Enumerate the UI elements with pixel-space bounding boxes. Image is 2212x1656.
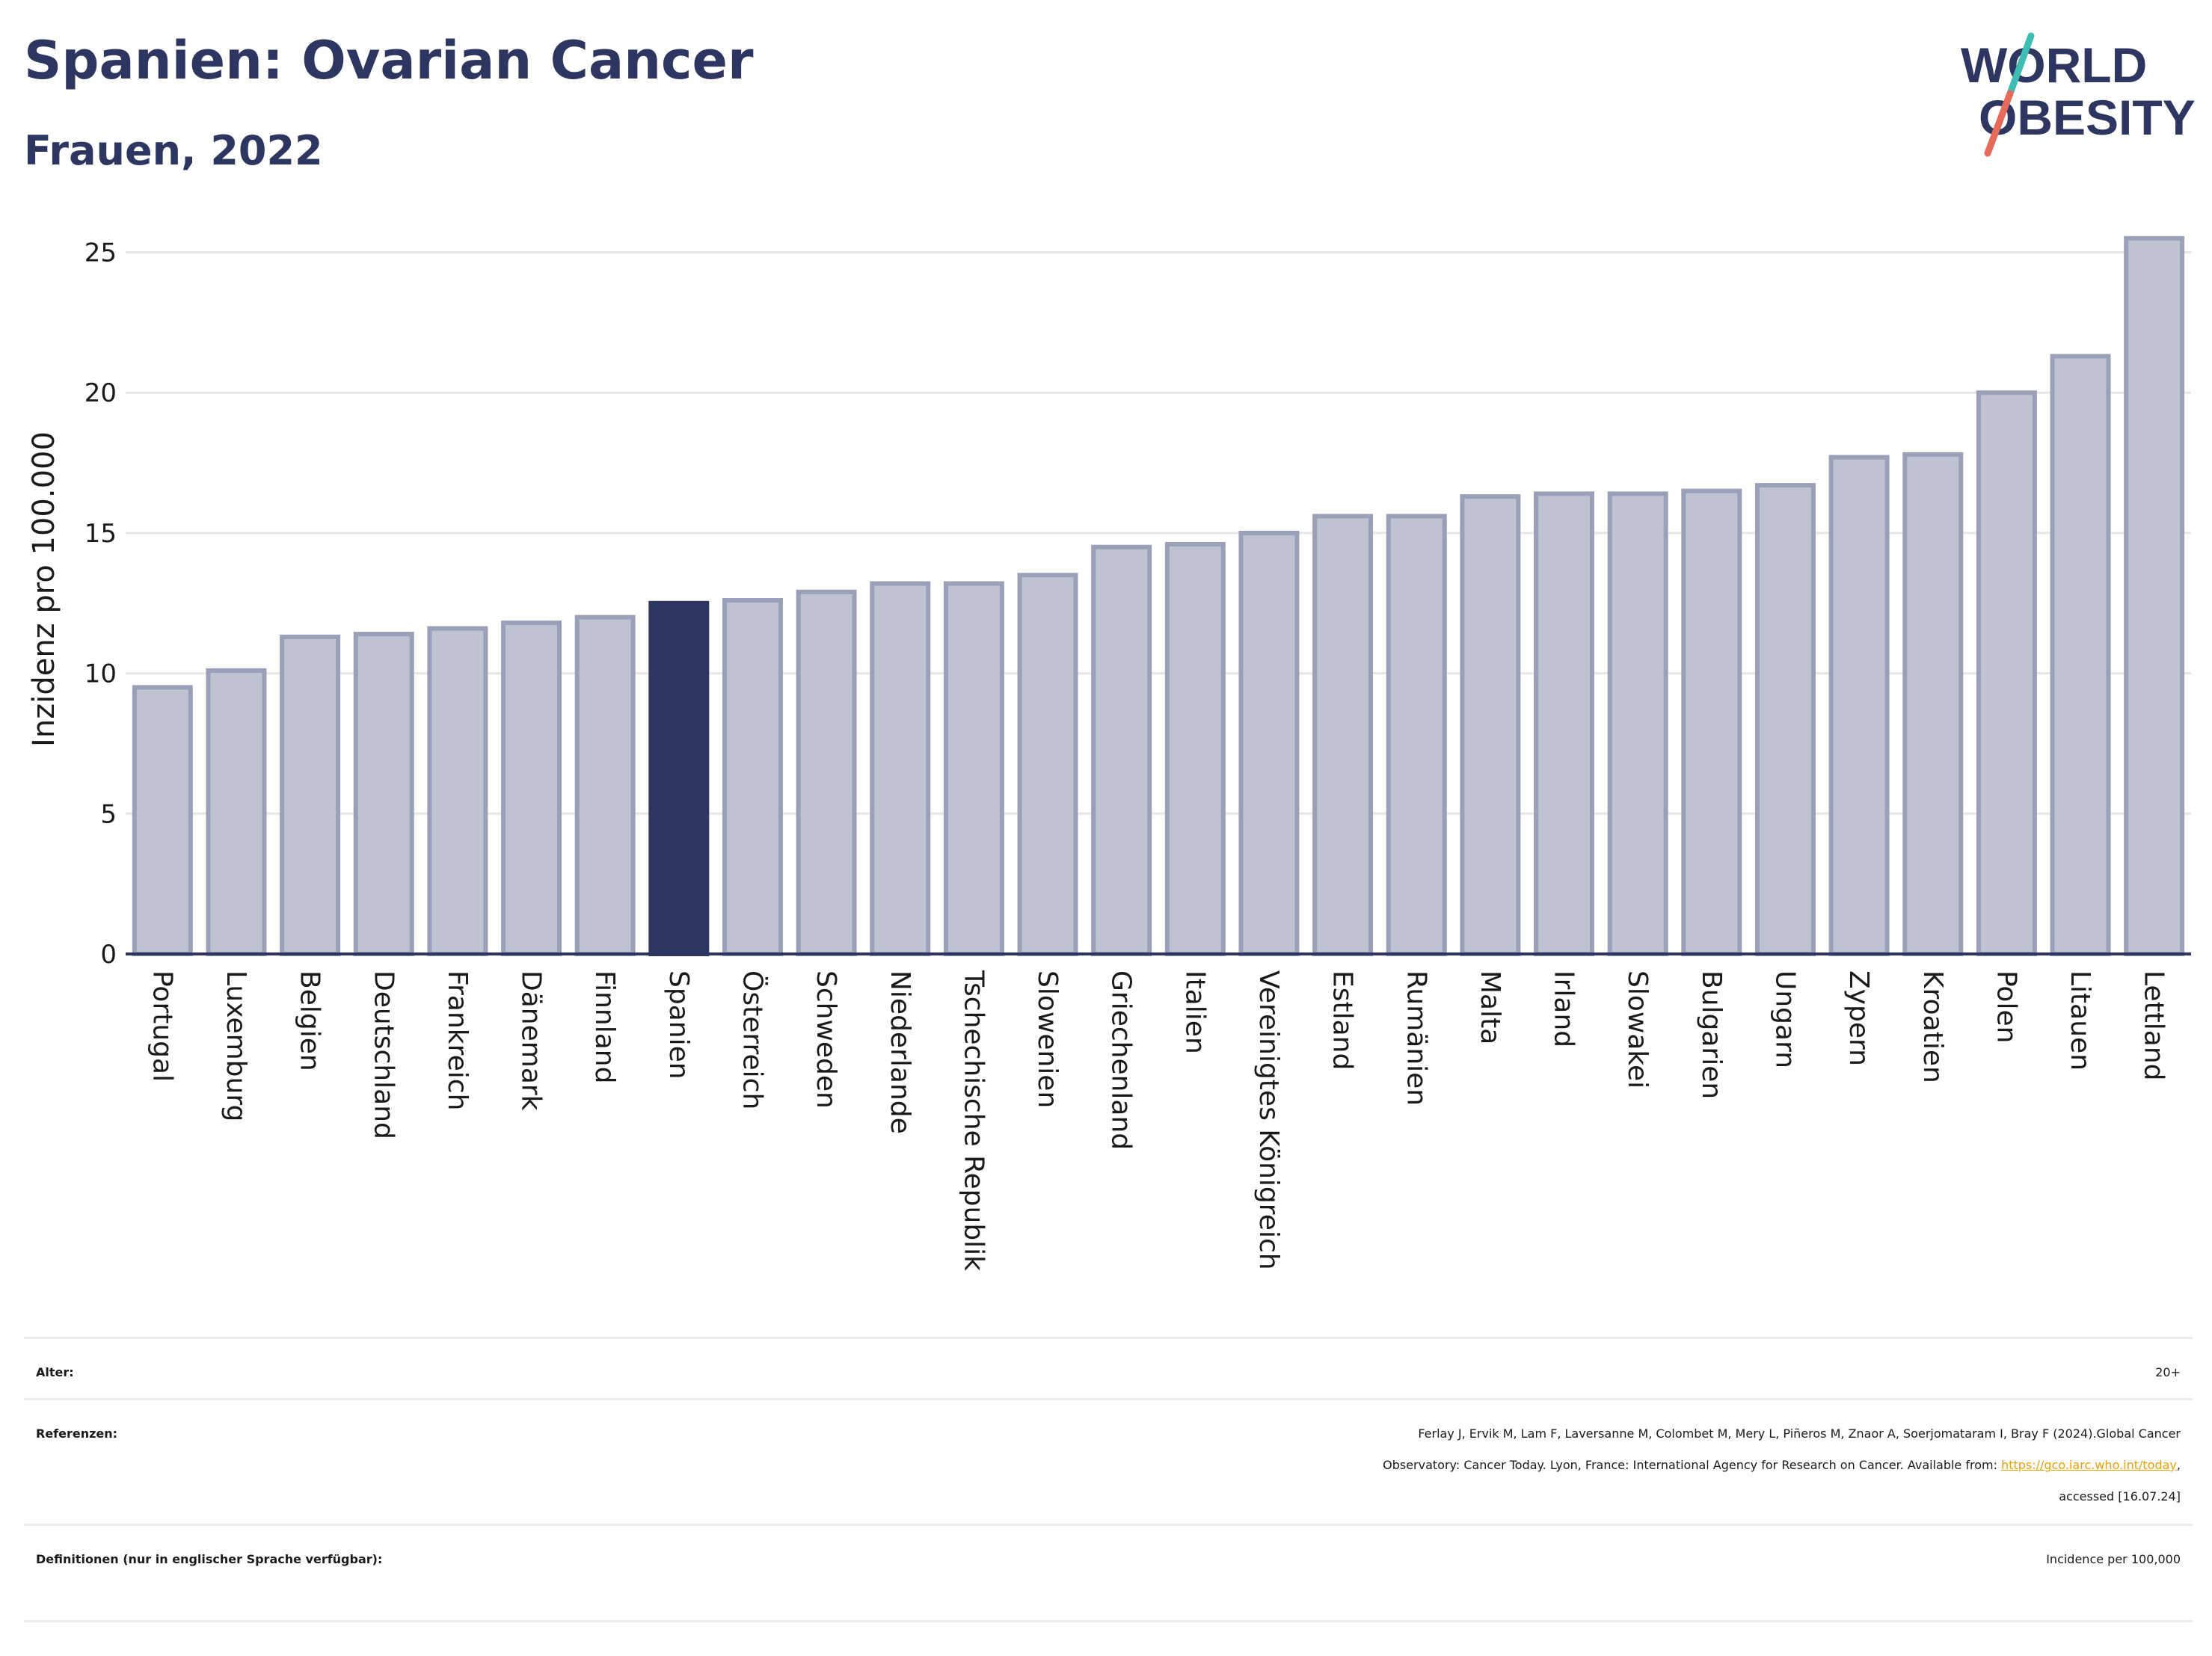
y-tick-label: 15 xyxy=(85,519,117,549)
x-tick-label: Kroatien xyxy=(1917,970,1948,1083)
x-tick-label: Schweden xyxy=(811,970,841,1109)
bar-chart: 0 5 10 15 20 25 Inzidenz pro 100.000 Portugal Lu… xyxy=(27,236,2191,1271)
y-tick-label: 20 xyxy=(85,378,117,408)
x-tick-label: Niederlande xyxy=(885,970,915,1134)
bar xyxy=(1238,530,1300,956)
x-tick-label: Slowakei xyxy=(1622,970,1653,1089)
y-tick-label: 25 xyxy=(85,238,117,268)
page-subtitle: Frauen, 2022 xyxy=(24,127,323,174)
bar xyxy=(206,668,267,956)
bar xyxy=(722,598,783,956)
logo-slash-teal xyxy=(2006,32,2035,97)
x-tick-label: Griechenland xyxy=(1106,970,1137,1150)
meta-row-definitions: Definitionen (nur in englischer Sprache … xyxy=(24,1524,2193,1622)
references-line2: Observatory: Cancer Today. Lyon, France:… xyxy=(610,1450,2181,1481)
x-tick-label: Zypern xyxy=(1843,970,1874,1066)
bar xyxy=(1902,452,1964,956)
logo-line1: WORLD xyxy=(1961,37,2147,93)
x-tick-label: Dänemark xyxy=(516,970,547,1111)
definitions-label: Definitionen (nur in englischer Sprache … xyxy=(36,1552,383,1566)
y-tick-label: 10 xyxy=(85,659,117,689)
references-line2-prefix: Observatory: Cancer Today. Lyon, France:… xyxy=(1383,1458,2002,1472)
bar xyxy=(1386,514,1447,956)
x-tick-label: Italien xyxy=(1179,970,1210,1054)
bar xyxy=(1091,544,1152,956)
y-tick-label: 0 xyxy=(100,940,117,970)
bar xyxy=(2050,354,2111,956)
logo-line2: OBESITY xyxy=(1979,90,2196,145)
bar xyxy=(1534,491,1595,956)
x-tick-label: Estland xyxy=(1327,970,1358,1070)
x-tick-label: Slowenien xyxy=(1032,970,1063,1108)
bar xyxy=(1754,483,1816,956)
references-line2-suffix: , xyxy=(2176,1458,2181,1472)
x-tick-label: Ungarn xyxy=(1769,970,1800,1068)
x-tick-label: Tschechische Republik xyxy=(958,970,989,1271)
age-label: Alter: xyxy=(36,1365,74,1379)
x-tick-label: Irland xyxy=(1549,970,1579,1047)
references-value: Ferlay J, Ervik M, Lam F, Laversanne M, … xyxy=(610,1418,2181,1512)
bar xyxy=(1681,488,1742,956)
x-tick-label: Lettland xyxy=(2139,970,2169,1081)
bar xyxy=(1607,491,1668,956)
x-tick-label: Frankreich xyxy=(442,970,473,1110)
x-tick-label: Portugal xyxy=(147,970,177,1082)
bar xyxy=(1017,573,1078,956)
age-value: 20+ xyxy=(2155,1365,2181,1379)
bar xyxy=(132,685,193,957)
logo-slash-red xyxy=(1984,90,2014,157)
references-line3: accessed [16.07.24] xyxy=(2059,1489,2181,1503)
x-tick-label: Malta xyxy=(1475,970,1505,1044)
bar xyxy=(796,589,857,956)
bar xyxy=(870,581,931,956)
bar xyxy=(648,600,710,956)
meta-row-references: Referenzen: Ferlay J, Ervik M, Lam F, La… xyxy=(24,1398,2193,1526)
x-tick-label: Belgien xyxy=(295,970,325,1071)
meta-row-age: Alter: 20+ xyxy=(24,1337,2193,1400)
bar xyxy=(2124,236,2185,956)
x-tick-label: Vereinigtes Königreich xyxy=(1253,970,1284,1270)
x-tick-label: Rumänien xyxy=(1401,970,1431,1106)
bar xyxy=(1164,541,1226,956)
world-obesity-logo: WORLD OBESITY xyxy=(1961,32,2196,157)
bar xyxy=(1976,390,2037,956)
bar xyxy=(353,632,414,956)
bar xyxy=(501,621,562,956)
references-label: Referenzen: xyxy=(36,1426,118,1441)
x-tick-label: Bulgarien xyxy=(1696,970,1727,1099)
bar xyxy=(280,634,341,956)
bar xyxy=(427,626,488,956)
x-tick-label: Litauen xyxy=(2065,970,2095,1071)
page-title: Spanien: Ovarian Cancer xyxy=(24,30,754,91)
bar xyxy=(1828,455,1890,956)
references-line1: Ferlay J, Ervik M, Lam F, Laversanne M, … xyxy=(1418,1426,2181,1441)
y-axis-label: Inzidenz pro 100.000 xyxy=(27,431,61,747)
references-link[interactable]: https://gco.iarc.who.int/today xyxy=(2001,1458,2177,1472)
y-tick-label: 5 xyxy=(100,799,117,829)
x-tick-label: Spanien xyxy=(663,970,694,1080)
x-tick-label: Polen xyxy=(1991,970,2021,1043)
x-tick-label: Österreich xyxy=(737,970,768,1109)
definitions-value: Incidence per 100,000 xyxy=(2046,1552,2181,1566)
x-tick-label: Finnland xyxy=(589,970,620,1083)
x-tick-label: Luxemburg xyxy=(221,970,251,1121)
bar xyxy=(1312,514,1374,956)
x-tick-label: Deutschland xyxy=(368,970,399,1139)
bar xyxy=(574,615,636,956)
bar xyxy=(1460,494,1521,956)
bar xyxy=(943,581,1004,956)
